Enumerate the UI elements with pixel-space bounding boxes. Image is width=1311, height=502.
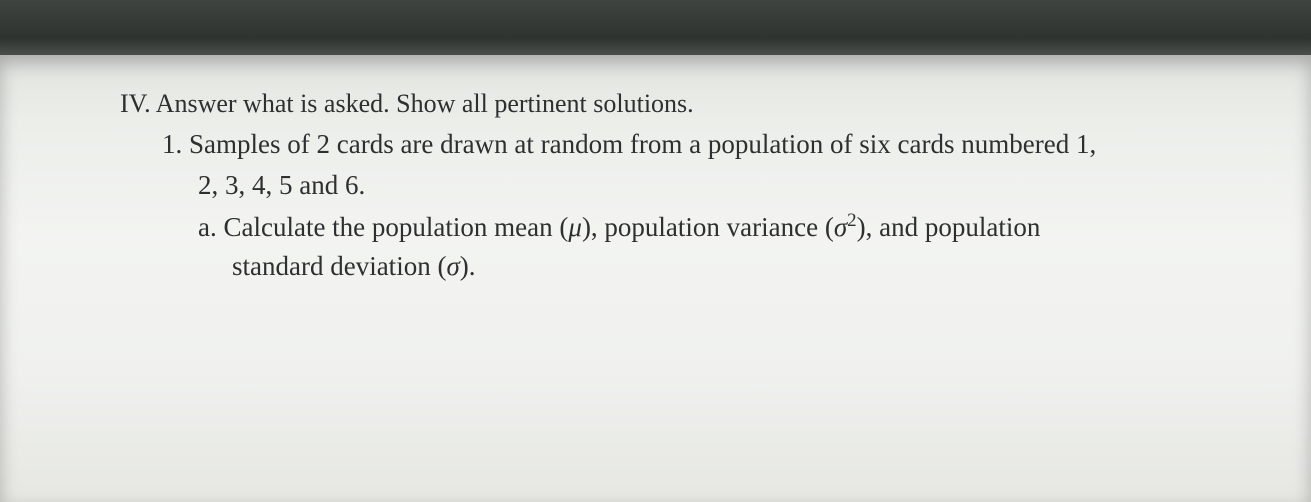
item-number: 1. <box>162 129 182 159</box>
photo-dark-band <box>0 0 1311 55</box>
sub-text-p1: Calculate the population mean ( <box>223 212 568 242</box>
mu-symbol: μ <box>568 212 582 242</box>
sub-text-p3: ), and population <box>857 212 1041 242</box>
document-content: IV. Answer what is asked. Show all perti… <box>120 85 1271 286</box>
section-heading: IV. Answer what is asked. Show all perti… <box>120 85 1271 123</box>
sigma-base1: σ <box>834 212 847 242</box>
sigma-sq-symbol: σ2 <box>834 212 857 242</box>
paper-sheet: IV. Answer what is asked. Show all perti… <box>0 55 1311 502</box>
sub-text-l2p1: standard deviation ( <box>232 251 446 281</box>
item-text-line2: 2, 3, 4, 5 and 6. <box>198 170 365 200</box>
sub-text-l2p2: ). <box>460 251 476 281</box>
sub-a-line2: standard deviation (σ). <box>120 247 1271 286</box>
item-text-line1: Samples of 2 cards are drawn at random f… <box>189 129 1096 159</box>
sigma-symbol: σ <box>446 251 459 281</box>
sigma-exp: 2 <box>847 210 856 231</box>
sub-a-line1: a. Calculate the population mean (μ), po… <box>120 207 1258 247</box>
item-1-line1: 1. Samples of 2 cards are drawn at rando… <box>120 125 1271 164</box>
section-title: Answer what is asked. Show all pertinent… <box>156 89 694 118</box>
item-1-line2: 2, 3, 4, 5 and 6. <box>120 166 1271 205</box>
sub-text-p2: ), population variance ( <box>582 212 834 242</box>
section-label: IV. <box>120 89 151 118</box>
sub-label: a. <box>198 212 217 242</box>
